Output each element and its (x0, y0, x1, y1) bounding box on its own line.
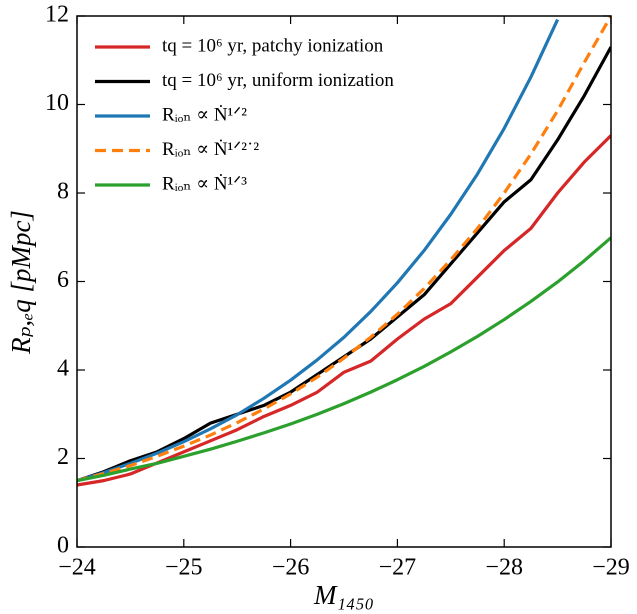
legend-label: Rᵢₒₙ ∝ Ṅ¹ᐟ² (162, 104, 247, 125)
series-line (77, 46, 611, 483)
y-axis-label: Rₚ,ₑq [pMpc] (6, 210, 36, 355)
x-tick-label: −29 (592, 555, 630, 581)
x-tick-label: −25 (165, 555, 203, 581)
y-tick-label: 8 (57, 179, 69, 205)
y-tick-label: 10 (45, 90, 69, 116)
series-line (77, 134, 611, 487)
y-tick-label: 4 (57, 356, 69, 382)
series-line (77, 236, 611, 483)
x-axis-label: M₁₄₅₀ (313, 580, 374, 610)
y-tick-label: 0 (57, 533, 69, 559)
legend-label: Rᵢₒₙ ∝ Ṅ¹ᐟ³ (162, 173, 247, 194)
plot-lines (77, 16, 611, 487)
plot-frame (76, 15, 612, 548)
series-line (77, 18, 560, 483)
y-tick-label: 12 (45, 2, 69, 28)
legend-label: tq = 10⁶ yr, uniform ionization (162, 70, 394, 91)
x-tick-label: −24 (58, 555, 96, 581)
x-tick-label: −28 (485, 555, 523, 581)
legend-label: Rᵢₒₙ ∝ Ṅ¹ᐟ²˙² (162, 139, 259, 160)
legend-label: tq = 10⁶ yr, patchy ionization (162, 35, 384, 56)
x-tick-label: −27 (379, 555, 417, 581)
y-tick-label: 2 (57, 444, 69, 470)
y-tick-label: 6 (57, 267, 69, 293)
series-line (77, 16, 611, 483)
x-tick-label: −26 (272, 555, 310, 581)
